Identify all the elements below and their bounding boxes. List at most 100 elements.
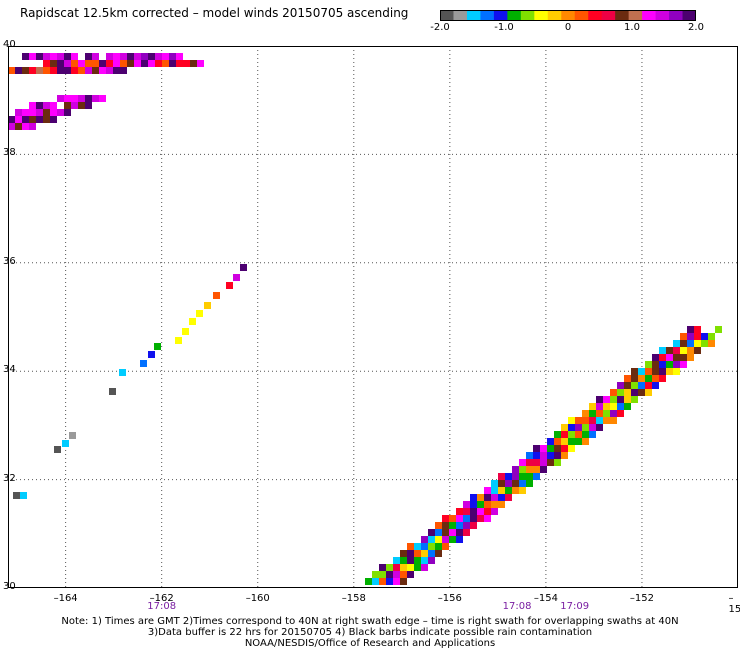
wind-cell [673, 361, 680, 368]
colorbar-swatch [534, 10, 549, 21]
wind-cell [106, 53, 113, 60]
wind-cell [15, 116, 22, 123]
colorbar-swatch [520, 10, 535, 21]
wind-cell [617, 389, 624, 396]
wind-cell [456, 536, 463, 543]
wind-cell [141, 53, 148, 60]
wind-cell [540, 459, 547, 466]
lat-label: 32 [3, 472, 16, 484]
wind-cell [442, 536, 449, 543]
wind-cell [701, 333, 708, 340]
wind-cell [109, 388, 116, 395]
wind-cell [610, 396, 617, 403]
wind-cell [92, 95, 99, 102]
lon-label: –162 [149, 593, 174, 604]
wind-cell [8, 67, 15, 74]
wind-cell [470, 515, 477, 522]
colorbar-swatch [642, 10, 657, 21]
wind-cell [78, 95, 85, 102]
wind-cell [610, 410, 617, 417]
wind-cell [575, 417, 582, 424]
wind-cell [617, 396, 624, 403]
wind-cell [596, 417, 603, 424]
wind-cell [15, 109, 22, 116]
wind-cell [624, 389, 631, 396]
wind-cell [169, 60, 176, 67]
wind-cell [407, 550, 414, 557]
wind-cell [50, 109, 57, 116]
wind-cell [428, 536, 435, 543]
wind-cell [50, 53, 57, 60]
wind-cell [491, 480, 498, 487]
wind-cell [8, 116, 15, 123]
wind-cell [505, 494, 512, 501]
wind-cell [442, 515, 449, 522]
colorbar-tick-label: 0 [564, 22, 572, 33]
wind-cell [694, 326, 701, 333]
wind-cell [463, 501, 470, 508]
wind-cell [400, 578, 407, 585]
wind-cell [372, 571, 379, 578]
wind-cell [57, 95, 64, 102]
wind-cell [36, 109, 43, 116]
wind-cell [554, 445, 561, 452]
colorbar-swatch [466, 10, 482, 21]
wind-cell [610, 389, 617, 396]
colorbar-swatch [453, 10, 468, 21]
wind-cell [673, 340, 680, 347]
wind-cell [169, 53, 176, 60]
wind-cell [687, 333, 694, 340]
wind-cell [568, 431, 575, 438]
wind-cell [652, 368, 659, 375]
footnote-line: 3)Data buffer is 22 hrs for 20150705 4) … [147, 627, 593, 638]
wind-cell [561, 452, 568, 459]
wind-cell [78, 67, 85, 74]
wind-cell [491, 494, 498, 501]
wind-cell [645, 389, 652, 396]
wind-cell [386, 564, 393, 571]
wind-cell [701, 340, 708, 347]
lon-label: –156 [437, 593, 462, 604]
wind-cell [589, 431, 596, 438]
wind-cell [519, 473, 526, 480]
wind-cell [43, 60, 50, 67]
wind-cell [540, 445, 547, 452]
wind-cell [477, 494, 484, 501]
wind-cell [50, 116, 57, 123]
wind-cell [470, 508, 477, 515]
colorbar-swatch [655, 10, 670, 21]
wind-cell [666, 354, 673, 361]
colorbar-tick-label: 2.0 [688, 22, 704, 33]
wind-cell [372, 578, 379, 585]
wind-cell [449, 536, 456, 543]
wind-cell [554, 459, 561, 466]
lat-label: 34 [3, 364, 16, 376]
wind-cell [645, 382, 652, 389]
wind-cell [141, 60, 148, 67]
wind-cell [36, 102, 43, 109]
wind-cell [183, 60, 190, 67]
wind-cell [624, 375, 631, 382]
colorbar-swatch [547, 10, 562, 21]
wind-cell [498, 473, 505, 480]
wind-cell [673, 368, 680, 375]
wind-cell [498, 480, 505, 487]
wind-cell [589, 410, 596, 417]
colorbar-swatch [507, 10, 522, 21]
wind-cell [554, 431, 561, 438]
wind-cell [64, 102, 71, 109]
wind-cell [435, 543, 442, 550]
wind-cell [582, 431, 589, 438]
wind-cell [512, 473, 519, 480]
wind-cell [400, 557, 407, 564]
wind-cell [547, 459, 554, 466]
wind-cell [119, 369, 126, 376]
wind-cell [148, 60, 155, 67]
wind-cell [43, 53, 50, 60]
wind-cell [491, 487, 498, 494]
wind-cell [50, 60, 57, 67]
wind-cell [386, 578, 393, 585]
wind-map-plot[interactable] [8, 46, 738, 588]
wind-cell [386, 571, 393, 578]
wind-cell [680, 347, 687, 354]
